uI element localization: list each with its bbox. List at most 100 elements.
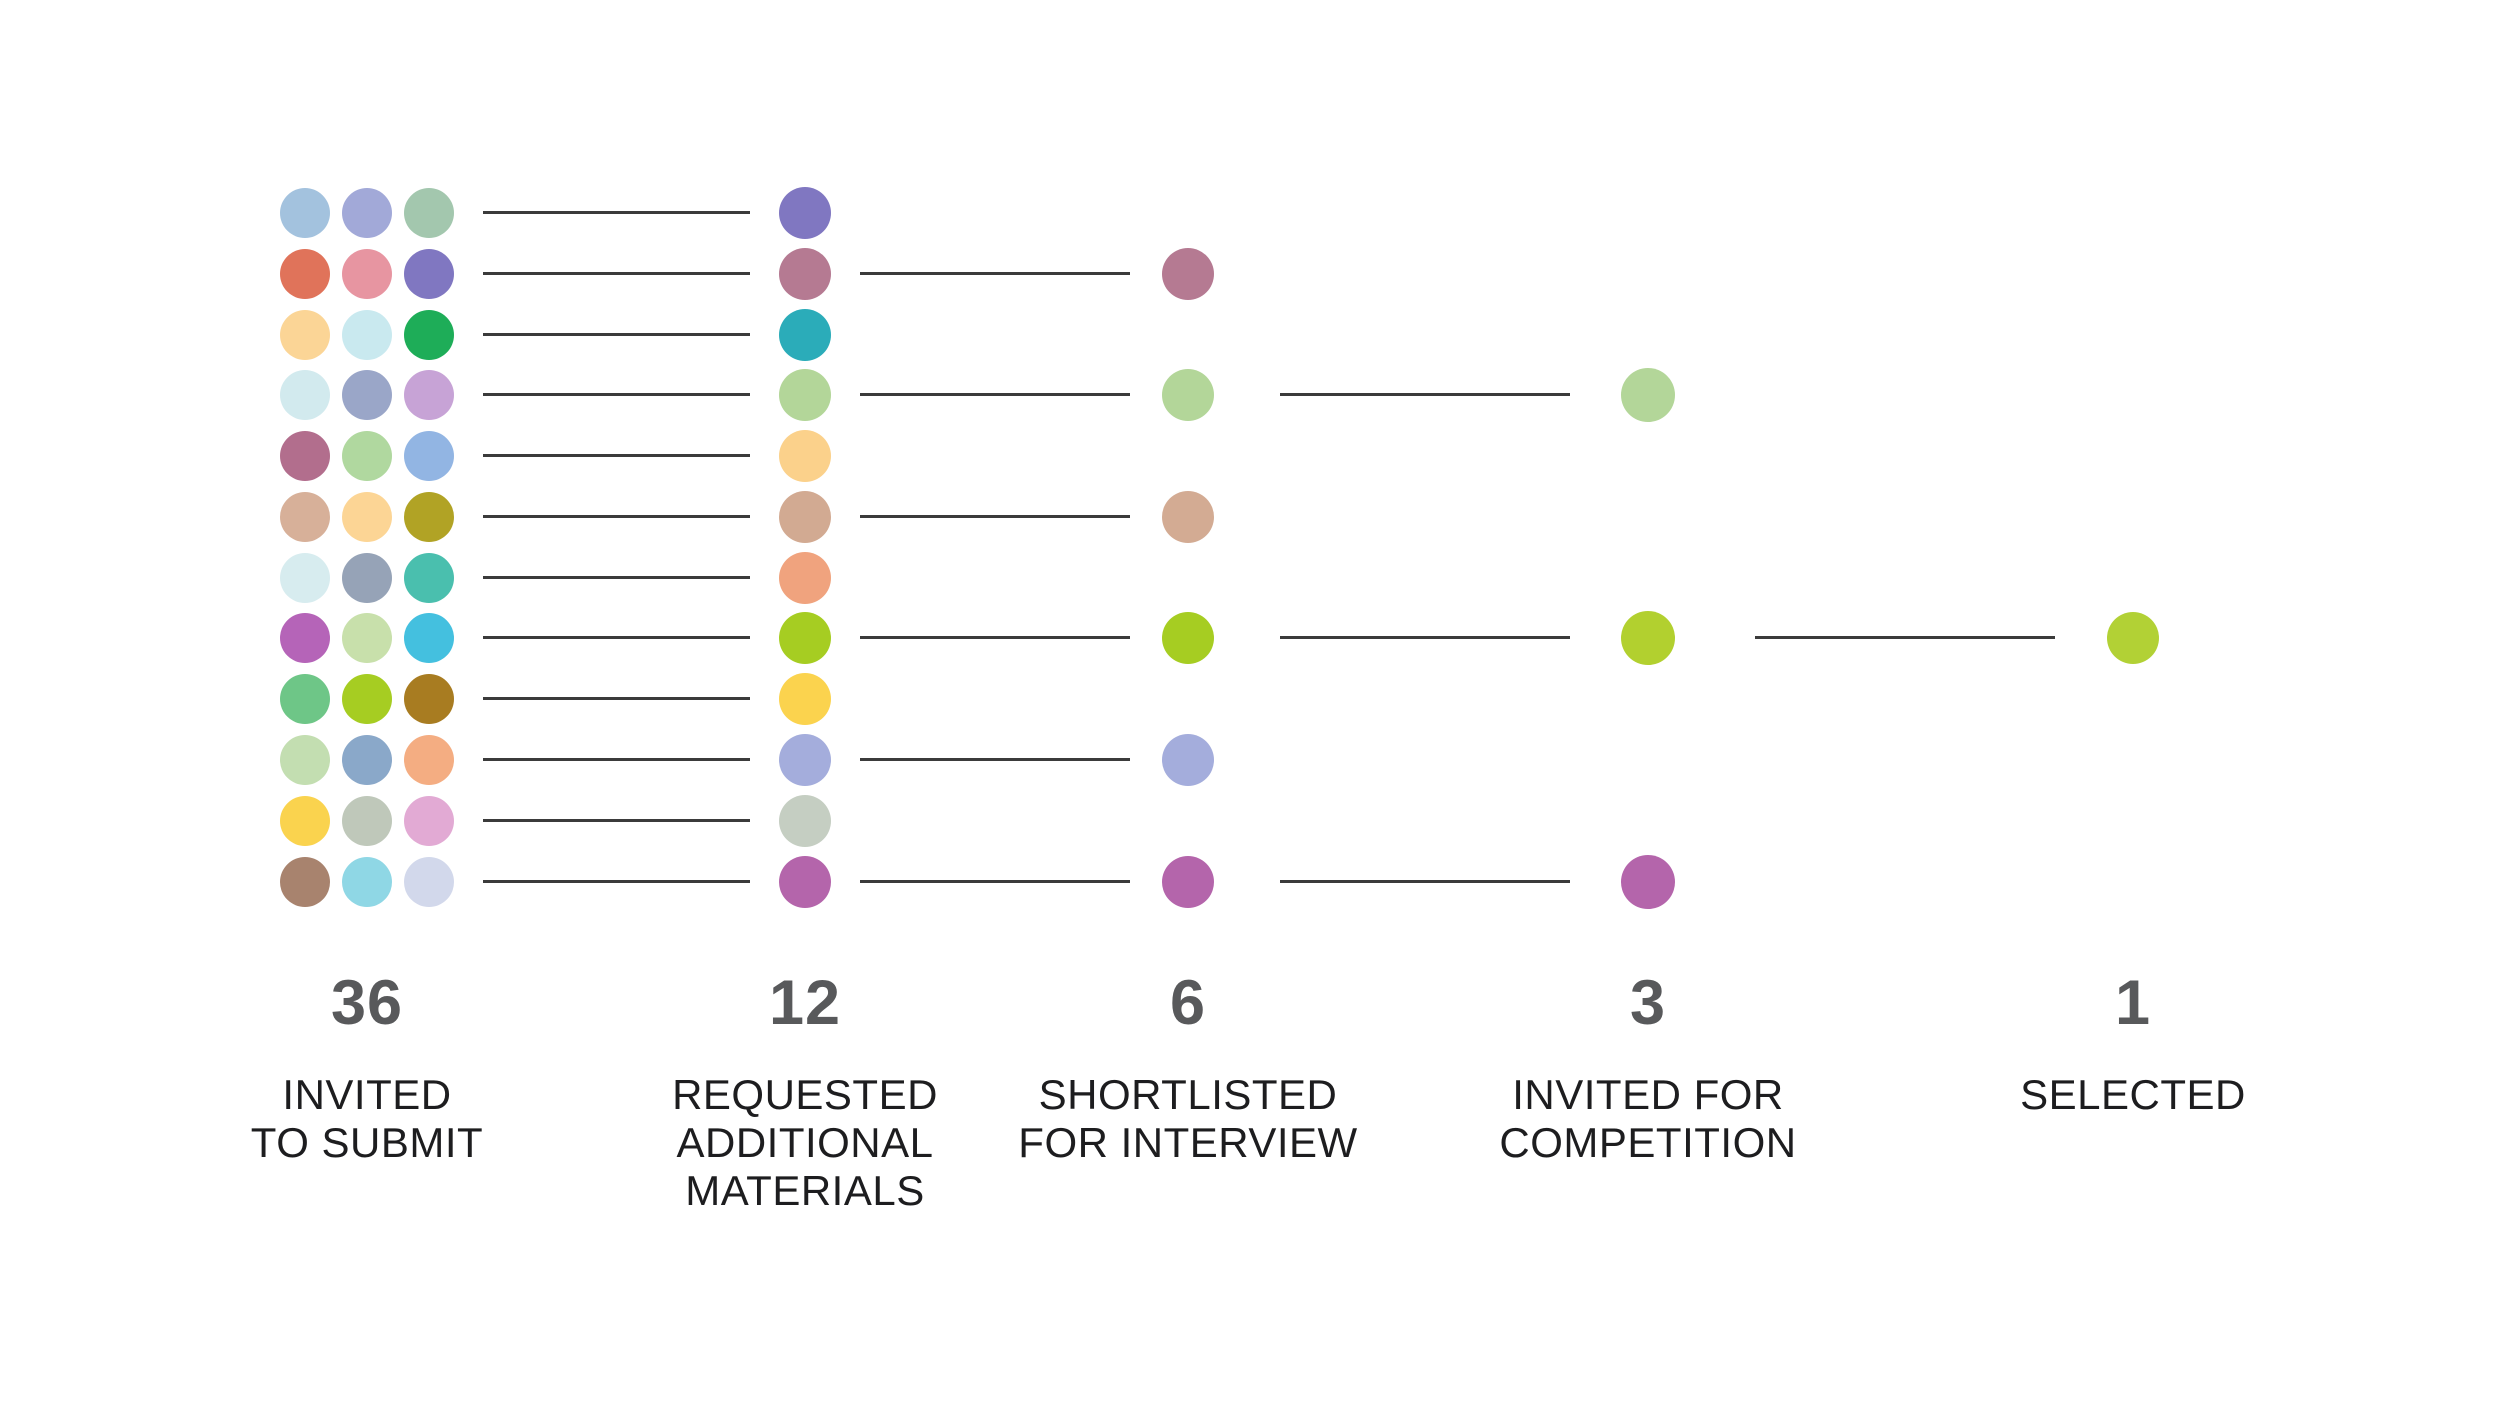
connector-line <box>483 333 750 336</box>
stage-footer-selected: 1 SELECTED <box>1903 972 2363 1119</box>
applicant-dot <box>1621 854 1675 909</box>
connector-line <box>483 636 750 639</box>
connector-line <box>860 758 1130 761</box>
connector-line <box>860 272 1130 275</box>
applicant-dot <box>779 369 831 422</box>
connector-line <box>483 697 750 700</box>
connector-line <box>1755 636 2055 639</box>
applicant-dot <box>779 490 831 543</box>
stage-label-line: FOR INTERVIEW <box>1018 1119 1358 1166</box>
applicant-dot <box>779 187 831 239</box>
stage-label-line: INVITED FOR <box>1512 1071 1784 1118</box>
connector-line <box>483 515 750 518</box>
applicant-dot <box>404 188 454 238</box>
applicant-dot <box>280 552 330 603</box>
stage-footer-shortlisted-for-interview: 6 SHORTLISTED FOR INTERVIEW <box>958 972 1418 1167</box>
stage-label-line: SELECTED <box>2020 1071 2246 1118</box>
connector-line <box>860 636 1130 639</box>
connector-line <box>1280 393 1570 396</box>
stage-label-line: REQUESTED <box>672 1071 938 1118</box>
applicant-dot <box>280 613 330 664</box>
applicant-dot <box>404 735 454 786</box>
stage-label: SHORTLISTED FOR INTERVIEW <box>958 1071 1418 1167</box>
applicant-dot <box>1162 612 1214 665</box>
connector-line <box>860 393 1130 396</box>
stage-label-line: TO SUBMIT <box>250 1119 484 1166</box>
stage-footer-invited-to-submit: 36 INVITED TO SUBMIT <box>137 972 597 1167</box>
connector-line <box>483 819 750 822</box>
applicant-dot <box>404 552 454 603</box>
applicant-dot <box>342 188 392 238</box>
applicant-dot <box>404 674 454 725</box>
stage-count: 3 <box>1629 968 1667 1038</box>
applicant-dot <box>342 309 392 360</box>
applicant-dot <box>280 735 330 786</box>
stage-count: 36 <box>330 968 404 1038</box>
applicant-dot <box>280 431 330 482</box>
applicant-dot <box>404 795 454 846</box>
applicant-dot <box>280 188 330 238</box>
applicant-dot <box>342 795 392 846</box>
applicant-dot <box>1162 369 1214 422</box>
stage-label-line: COMPETITION <box>1499 1119 1797 1166</box>
applicant-dot <box>779 794 831 847</box>
connector-line <box>483 576 750 579</box>
applicant-dot <box>342 613 392 664</box>
applicant-dot <box>2107 612 2159 665</box>
applicant-dot <box>342 248 392 299</box>
connector-line <box>1280 880 1570 883</box>
stage-label-line: INVITED <box>282 1071 452 1118</box>
applicant-dot <box>404 613 454 664</box>
applicant-dot <box>779 673 831 726</box>
stage-count: 1 <box>2114 968 2152 1038</box>
applicant-dot <box>280 491 330 542</box>
applicant-dot <box>342 431 392 482</box>
applicant-dot <box>404 856 454 907</box>
connector-line <box>1280 636 1570 639</box>
connector-line <box>483 272 750 275</box>
applicant-dot <box>342 491 392 542</box>
applicant-dot <box>342 552 392 603</box>
applicant-dot <box>779 734 831 787</box>
connector-line <box>860 880 1130 883</box>
applicant-dot <box>342 735 392 786</box>
applicant-dot <box>404 431 454 482</box>
stage-label: INVITED FOR COMPETITION <box>1418 1071 1878 1167</box>
applicant-dot <box>342 674 392 725</box>
stage-count: 12 <box>768 968 842 1038</box>
connector-line <box>483 393 750 396</box>
applicant-dot <box>404 370 454 421</box>
applicant-dot <box>280 309 330 360</box>
applicant-dot <box>779 612 831 665</box>
applicant-dot <box>280 370 330 421</box>
connector-line <box>860 515 1130 518</box>
applicant-dot <box>779 855 831 908</box>
applicant-dot <box>779 308 831 361</box>
stage-footer-requested-additional-materials: 12 REQUESTED ADDITIONAL MATERIALS <box>575 972 1035 1215</box>
connector-line <box>483 211 750 214</box>
connector-line <box>483 880 750 883</box>
stage-label: REQUESTED ADDITIONAL MATERIALS <box>575 1071 1035 1215</box>
applicant-dot <box>280 795 330 846</box>
stage-label: INVITED TO SUBMIT <box>137 1071 597 1167</box>
stage-count: 6 <box>1169 968 1207 1038</box>
applicant-dot <box>280 248 330 299</box>
applicant-dot <box>342 856 392 907</box>
applicant-dot <box>280 674 330 725</box>
applicant-dot <box>1621 368 1675 423</box>
connector-line <box>483 758 750 761</box>
applicant-dot <box>404 491 454 542</box>
applicant-dot <box>1162 734 1214 787</box>
stage-label-line: SHORTLISTED <box>1038 1071 1338 1118</box>
stage-label: SELECTED <box>1903 1071 2363 1119</box>
stage-label-line: MATERIALS <box>685 1167 925 1214</box>
stage-footer-invited-for-competition: 3 INVITED FOR COMPETITION <box>1418 972 1878 1167</box>
applicant-dot <box>779 247 831 300</box>
applicant-dot <box>1162 247 1214 300</box>
applicant-dot <box>342 370 392 421</box>
applicant-dot <box>779 551 831 604</box>
stage-label-line: ADDITIONAL <box>676 1119 934 1166</box>
applicant-dot <box>404 248 454 299</box>
applicant-dot <box>1621 611 1675 666</box>
